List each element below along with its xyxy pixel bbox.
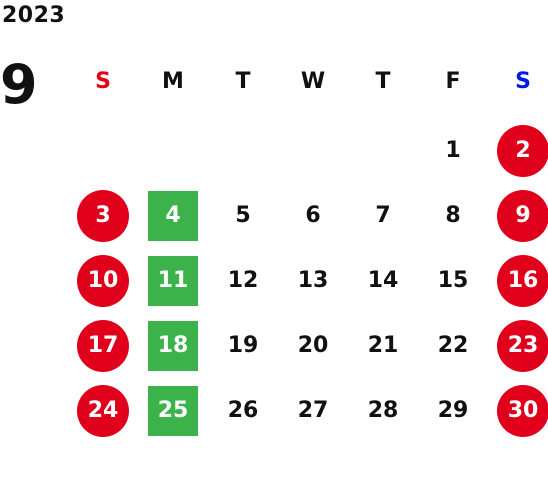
week-row: 1 2 <box>68 118 548 183</box>
day-cell: 2 <box>488 118 548 183</box>
day-number: 28 <box>367 398 399 423</box>
weekday-thursday: T <box>375 69 391 94</box>
weekday-monday: M <box>162 69 184 94</box>
weekday-saturday: S <box>515 69 531 94</box>
week-row: 24 25 26 27 28 29 30 <box>68 378 548 443</box>
day-cell: 22 <box>418 313 488 378</box>
day-cell: 4 <box>138 183 208 248</box>
day-cell: 24 <box>68 378 138 443</box>
day-number: 14 <box>367 268 399 293</box>
day-cell: 27 <box>278 378 348 443</box>
day-number <box>78 126 128 176</box>
day-cell: 18 <box>138 313 208 378</box>
day-number: 26 <box>227 398 259 423</box>
weekday-friday: F <box>445 69 461 94</box>
day-cell <box>278 118 348 183</box>
day-number: 29 <box>437 398 469 423</box>
day-number: 12 <box>227 268 259 293</box>
day-cell: 1 <box>418 118 488 183</box>
day-number: 23 <box>497 319 548 372</box>
day-number: 27 <box>297 398 329 423</box>
day-cell: 28 <box>348 378 418 443</box>
day-cell: 14 <box>348 248 418 313</box>
day-cell: 19 <box>208 313 278 378</box>
day-cell: 16 <box>488 248 548 313</box>
day-number <box>218 126 268 176</box>
day-number: 10 <box>77 254 129 307</box>
day-number: 19 <box>227 333 259 358</box>
day-cell <box>348 118 418 183</box>
day-cell: 5 <box>208 183 278 248</box>
day-number: 20 <box>297 333 329 358</box>
day-number: 2 <box>497 124 548 177</box>
day-number: 5 <box>235 203 251 228</box>
day-number: 11 <box>148 255 198 306</box>
weekday-sunday: S <box>95 69 111 94</box>
day-cell: 13 <box>278 248 348 313</box>
day-number: 24 <box>77 384 129 437</box>
day-cell: 7 <box>348 183 418 248</box>
day-cell: 15 <box>418 248 488 313</box>
day-cell <box>68 118 138 183</box>
day-number: 6 <box>305 203 321 228</box>
day-number: 7 <box>375 203 391 228</box>
day-number: 30 <box>497 384 548 437</box>
day-cell: 20 <box>278 313 348 378</box>
day-cell: 17 <box>68 313 138 378</box>
day-cell: 10 <box>68 248 138 313</box>
day-cell <box>138 118 208 183</box>
day-number: 21 <box>367 333 399 358</box>
day-cell: 25 <box>138 378 208 443</box>
day-cell: 11 <box>138 248 208 313</box>
day-cell: 9 <box>488 183 548 248</box>
day-number <box>148 126 198 176</box>
day-number: 15 <box>437 268 469 293</box>
week-row: 17 18 19 20 21 22 23 <box>68 313 548 378</box>
day-number: 1 <box>445 138 461 163</box>
day-cell: 26 <box>208 378 278 443</box>
day-number: 17 <box>77 319 129 372</box>
day-cell: 30 <box>488 378 548 443</box>
weekday-header-row: S M T W T F S <box>68 64 548 100</box>
day-number: 8 <box>445 203 461 228</box>
day-number: 4 <box>148 190 198 241</box>
week-row: 10 11 12 13 14 15 16 <box>68 248 548 313</box>
day-cell: 8 <box>418 183 488 248</box>
day-number: 13 <box>297 268 329 293</box>
day-number: 16 <box>497 254 548 307</box>
weekday-wednesday: W <box>300 69 326 94</box>
day-cell: 6 <box>278 183 348 248</box>
day-number <box>288 126 338 176</box>
day-number: 25 <box>148 385 198 436</box>
month-number: 9 <box>0 53 38 116</box>
day-cell <box>208 118 278 183</box>
day-cell: 12 <box>208 248 278 313</box>
day-cell: 21 <box>348 313 418 378</box>
week-row: 3 4 5 6 7 8 9 <box>68 183 548 248</box>
day-cell: 23 <box>488 313 548 378</box>
day-cell: 3 <box>68 183 138 248</box>
weekday-tuesday: T <box>235 69 251 94</box>
day-number: 22 <box>437 333 469 358</box>
day-cell: 29 <box>418 378 488 443</box>
year-label: 2023 <box>2 3 66 28</box>
day-number: 9 <box>497 189 548 242</box>
day-number: 18 <box>148 320 198 371</box>
day-number: 3 <box>77 189 129 242</box>
day-number <box>358 126 408 176</box>
